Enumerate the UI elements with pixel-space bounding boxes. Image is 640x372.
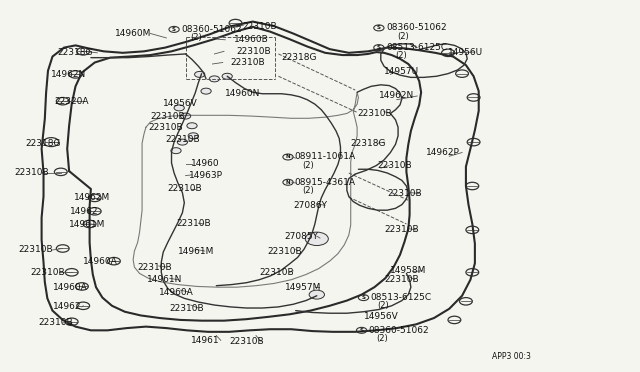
Circle shape bbox=[177, 139, 188, 145]
Text: 27085Y: 27085Y bbox=[285, 232, 319, 241]
Text: 14960M: 14960M bbox=[115, 29, 152, 38]
Text: N: N bbox=[285, 180, 291, 185]
Text: 14956U: 14956U bbox=[448, 48, 483, 57]
Text: 27086Y: 27086Y bbox=[293, 201, 327, 210]
Circle shape bbox=[188, 133, 198, 139]
Circle shape bbox=[305, 232, 328, 246]
Text: 22310B: 22310B bbox=[18, 246, 52, 254]
Text: 22310B: 22310B bbox=[384, 225, 419, 234]
Text: 14962: 14962 bbox=[70, 207, 99, 216]
Text: (2): (2) bbox=[397, 32, 408, 41]
Text: S: S bbox=[172, 27, 176, 32]
Text: 14962N: 14962N bbox=[379, 92, 414, 100]
Text: 14961M: 14961M bbox=[178, 247, 214, 256]
Text: (2): (2) bbox=[302, 186, 314, 195]
Text: 14960: 14960 bbox=[191, 159, 220, 168]
Circle shape bbox=[201, 88, 211, 94]
Text: 14957U: 14957U bbox=[384, 67, 419, 76]
Circle shape bbox=[195, 71, 205, 77]
Text: 22310B: 22310B bbox=[230, 58, 265, 67]
Text: 14962: 14962 bbox=[52, 302, 81, 311]
Text: 22310B: 22310B bbox=[168, 185, 202, 193]
Text: 14960A: 14960A bbox=[52, 283, 87, 292]
Text: S: S bbox=[360, 328, 364, 333]
Text: 14960A: 14960A bbox=[83, 257, 118, 266]
Text: 22310B: 22310B bbox=[242, 22, 276, 31]
Circle shape bbox=[209, 76, 220, 82]
Text: 14956V: 14956V bbox=[364, 312, 398, 321]
Text: 08513-6125C: 08513-6125C bbox=[370, 293, 431, 302]
Text: 08360-51062: 08360-51062 bbox=[386, 23, 447, 32]
Text: 22310B: 22310B bbox=[268, 247, 302, 256]
Circle shape bbox=[222, 73, 232, 79]
Text: 08513-6125C: 08513-6125C bbox=[386, 43, 447, 52]
Circle shape bbox=[309, 290, 324, 299]
Text: 22310B: 22310B bbox=[378, 161, 412, 170]
Text: 22318G: 22318G bbox=[58, 48, 93, 57]
Text: 22310B: 22310B bbox=[148, 123, 183, 132]
Text: 22310B: 22310B bbox=[138, 263, 172, 272]
Text: N: N bbox=[285, 154, 291, 160]
Text: 22310B: 22310B bbox=[165, 135, 200, 144]
Text: 08911-1061A: 08911-1061A bbox=[294, 153, 356, 161]
Text: 22310B: 22310B bbox=[150, 112, 185, 121]
Text: 14962P: 14962P bbox=[426, 148, 460, 157]
Text: 22318G: 22318G bbox=[351, 139, 386, 148]
Text: (2): (2) bbox=[302, 161, 314, 170]
Text: 22318G: 22318G bbox=[282, 53, 317, 62]
Text: 14963P: 14963P bbox=[189, 171, 223, 180]
Text: 08360-51062: 08360-51062 bbox=[368, 326, 429, 335]
Text: 14961: 14961 bbox=[191, 336, 220, 345]
Text: 22310B: 22310B bbox=[384, 275, 419, 284]
Text: 22310B: 22310B bbox=[176, 219, 211, 228]
Text: 22310B: 22310B bbox=[38, 318, 73, 327]
Text: 14960N: 14960N bbox=[225, 89, 260, 98]
Text: 22310B: 22310B bbox=[14, 169, 49, 177]
Text: 14962M: 14962M bbox=[74, 193, 110, 202]
Text: 14960B: 14960B bbox=[234, 35, 269, 44]
Text: 14961N: 14961N bbox=[147, 275, 182, 284]
Text: 22320A: 22320A bbox=[54, 97, 89, 106]
Text: 14960A: 14960A bbox=[159, 288, 193, 296]
Text: 14957M: 14957M bbox=[285, 283, 321, 292]
Text: S: S bbox=[362, 295, 365, 300]
Text: (2): (2) bbox=[378, 301, 389, 310]
Circle shape bbox=[174, 105, 184, 111]
Text: APP3 00:3: APP3 00:3 bbox=[492, 352, 531, 361]
Circle shape bbox=[171, 148, 181, 154]
Text: 22318G: 22318G bbox=[26, 139, 61, 148]
Text: 22310B: 22310B bbox=[229, 337, 264, 346]
Text: 22310B: 22310B bbox=[357, 109, 392, 118]
Text: 22310B: 22310B bbox=[237, 47, 271, 56]
Text: 14961M: 14961M bbox=[69, 220, 106, 229]
Text: (2): (2) bbox=[191, 33, 202, 42]
Text: 22310B: 22310B bbox=[387, 189, 422, 198]
Text: 08915-4361A: 08915-4361A bbox=[294, 178, 355, 187]
Text: 14958M: 14958M bbox=[390, 266, 427, 275]
Text: (2): (2) bbox=[396, 51, 407, 60]
Text: 22310B: 22310B bbox=[31, 268, 65, 277]
Text: 14956V: 14956V bbox=[163, 99, 198, 108]
Text: 14962N: 14962N bbox=[51, 70, 86, 79]
Circle shape bbox=[187, 123, 197, 129]
Circle shape bbox=[180, 113, 191, 119]
Text: 08360-51062: 08360-51062 bbox=[182, 25, 243, 34]
Text: (2): (2) bbox=[376, 334, 388, 343]
Text: S: S bbox=[377, 45, 381, 50]
Text: 22310B: 22310B bbox=[259, 268, 294, 277]
Text: 22310B: 22310B bbox=[170, 304, 204, 312]
Text: S: S bbox=[377, 25, 381, 31]
